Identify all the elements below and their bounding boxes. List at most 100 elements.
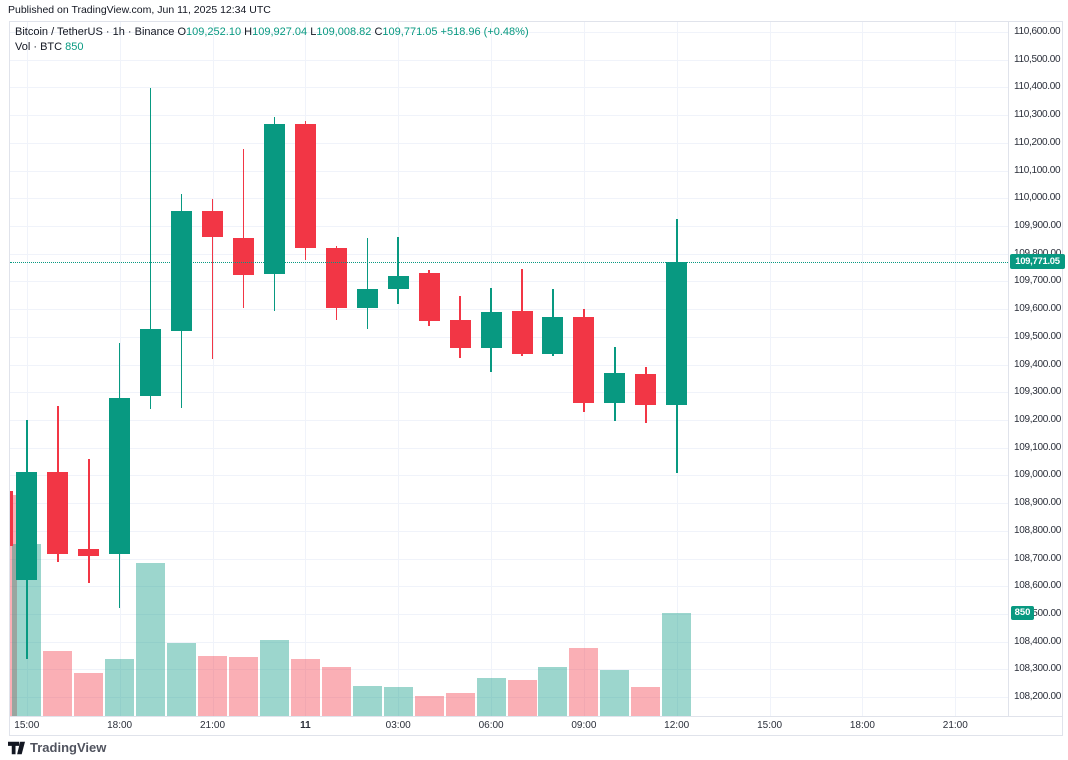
price-axis-label: 108,900.00 xyxy=(1014,497,1062,508)
candle-body xyxy=(140,329,162,397)
price-axis-label: 109,600.00 xyxy=(1014,303,1062,315)
grid-line-h xyxy=(10,530,1008,532)
volume-bar xyxy=(198,656,227,716)
price-axis-label: 110,100.00 xyxy=(1014,164,1061,176)
candle-wick xyxy=(242,148,245,308)
grid-line-h xyxy=(10,503,1008,504)
candle-body xyxy=(325,248,347,308)
price-axis-label: 108,300.00 xyxy=(1014,663,1062,675)
grid-line-h xyxy=(10,641,1008,643)
grid-line-h xyxy=(10,226,1008,227)
tradingview-brand-text: TradingView xyxy=(30,740,107,755)
volume-bar xyxy=(290,659,320,716)
grid-line-h xyxy=(10,586,1008,588)
grid-line-v xyxy=(26,22,28,716)
price-axis-label: 110,400.00 xyxy=(1014,81,1061,93)
ohlc-close-value: 109,771.05 xyxy=(382,26,441,38)
grid-line-h xyxy=(10,198,1008,200)
grid-line-h xyxy=(10,419,1008,421)
published-bar: Published on TradingView.com, Jun 11, 20… xyxy=(8,4,271,16)
grid-line-v xyxy=(862,22,864,716)
volume-bar xyxy=(600,669,630,716)
price-axis-label: 109,000.00 xyxy=(1014,469,1062,481)
time-axis-label: 18:00 xyxy=(107,720,133,731)
grid-line-v xyxy=(398,22,400,716)
candle-body xyxy=(449,319,471,348)
price-axis-label: 108,600.00 xyxy=(1014,580,1062,592)
volume-bar xyxy=(259,640,289,716)
ohlc-close-label: C xyxy=(374,26,383,38)
candle-body xyxy=(604,373,626,403)
candle-wick xyxy=(88,459,90,584)
volume-bar xyxy=(229,657,258,716)
price-axis-label: 109,500.00 xyxy=(1014,330,1062,342)
candle-body xyxy=(573,317,595,403)
price-axis-label: 108,200.00 xyxy=(1014,691,1062,702)
price-chart-plot[interactable]: Bitcoin / TetherUS · 1h · Binance O109,2… xyxy=(10,22,1008,716)
volume-bar xyxy=(10,494,17,716)
volume-bar xyxy=(662,613,692,716)
volume-bar xyxy=(507,680,537,716)
grid-line-v xyxy=(955,22,957,716)
grid-line-h xyxy=(10,364,1008,366)
volume-bar xyxy=(167,643,197,716)
grid-line-h xyxy=(10,336,1008,338)
candle-wick xyxy=(149,88,152,410)
symbol-title[interactable]: Bitcoin / TetherUS · 1h · Binance xyxy=(15,26,175,38)
last-price-badge: 109,771.05 xyxy=(1010,254,1065,270)
grid-line-h xyxy=(10,309,1008,311)
time-axis-label: 09:00 xyxy=(571,720,597,731)
candle-body xyxy=(294,124,316,249)
volume-bar xyxy=(476,677,506,716)
legend-line-1: Bitcoin / TetherUS · 1h · Binance O109,2… xyxy=(15,25,529,40)
candle-body xyxy=(356,289,378,308)
time-axis-label: 06:00 xyxy=(478,720,504,731)
candle-body xyxy=(202,211,223,237)
volume-bar xyxy=(383,687,413,716)
price-axis-label: 110,600.00 xyxy=(1014,26,1061,37)
time-axis[interactable]: 15:00 18:00 21:00 11 03:00 06:00 09:00 12:00 15:… xyxy=(10,716,1062,735)
ohlc-values: O109,252.10 H109,927.04 L109,008.82 C109… xyxy=(177,26,528,38)
candle-body xyxy=(480,311,502,348)
volume-bar xyxy=(538,667,568,716)
ohlc-high-value: 109,927.04 xyxy=(252,26,311,38)
chart-card: Bitcoin / TetherUS · 1h · Binance O109,2… xyxy=(9,21,1065,736)
price-axis-label: 109,700.00 xyxy=(1014,275,1062,287)
time-axis-label: 12:00 xyxy=(664,720,690,731)
candle-body xyxy=(387,276,409,290)
candle-body xyxy=(635,373,657,405)
volume-bar xyxy=(136,562,166,716)
volume-bar xyxy=(414,696,444,716)
price-axis-label: 108,400.00 xyxy=(1014,635,1062,647)
ohlc-high-label: H xyxy=(244,26,253,38)
price-axis-label: 109,200.00 xyxy=(1014,413,1062,425)
candle-body xyxy=(47,472,69,554)
price-axis-label: 109,100.00 xyxy=(1014,441,1062,453)
grid-line-h xyxy=(10,613,1008,615)
time-axis-label: 18:00 xyxy=(849,720,875,731)
legend-line-2: Vol · BTC 850 xyxy=(15,40,529,55)
time-axis-label: 11 xyxy=(300,720,311,731)
candle-wick xyxy=(366,237,368,330)
candle-body xyxy=(78,549,100,556)
price-axis-label: 109,900.00 xyxy=(1014,220,1062,231)
grid-line-h xyxy=(10,87,1008,89)
grid-line-h xyxy=(10,281,1008,283)
candle-body xyxy=(542,317,564,354)
grid-line-h xyxy=(10,475,1008,477)
candle-body xyxy=(10,490,13,546)
candle-body xyxy=(666,261,688,406)
grid-line-h xyxy=(10,142,1008,144)
candle-body xyxy=(263,124,285,274)
candle-body xyxy=(511,311,533,354)
grid-line-v xyxy=(769,22,771,716)
volume-bar xyxy=(569,648,599,716)
candle-body xyxy=(16,472,38,581)
price-axis[interactable]: 109,771.05 850 110,600.00 110,500.00 110,4… xyxy=(1008,22,1065,716)
footer-brand-link[interactable]: TradingView xyxy=(8,740,106,755)
grid-line-v xyxy=(212,22,214,716)
price-axis-label: 108,500.00 xyxy=(1014,607,1062,619)
time-axis-label: 21:00 xyxy=(199,720,226,731)
price-axis-label: 109,300.00 xyxy=(1014,386,1062,398)
